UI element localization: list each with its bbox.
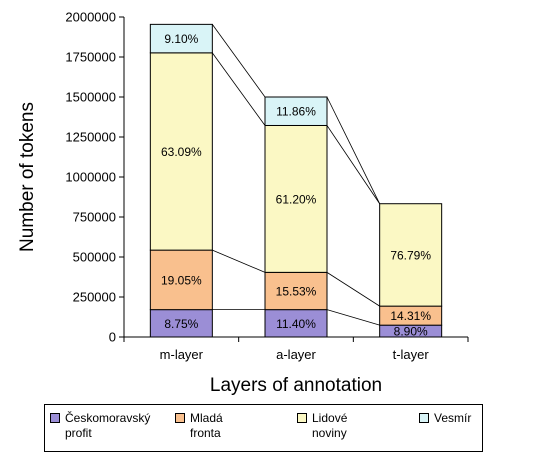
y-tick-label: 2000000: [65, 10, 116, 25]
connector-line: [212, 52, 266, 126]
y-tick-label: 1000000: [65, 170, 116, 185]
data-label: 11.86%: [276, 105, 316, 119]
data-label: 61.20%: [276, 192, 317, 206]
connector-line: [326, 96, 381, 204]
bar-segment: [149, 23, 213, 54]
connector-line: [326, 125, 380, 204]
connector-line: [212, 24, 266, 98]
data-label: 11.40%: [276, 317, 316, 331]
y-tick-label: 1500000: [65, 90, 116, 105]
bar-segment: [264, 96, 328, 126]
y-tick-label: 500000: [73, 250, 116, 265]
y-axis: 0 250000 500000 750000 1000000 1250000 1500000…: [65, 10, 125, 345]
y-tick-label: 1250000: [65, 130, 116, 145]
bar-segment: [379, 203, 443, 307]
data-label: 19.05%: [161, 273, 202, 287]
legend-swatch: [50, 413, 60, 423]
bar-segment: [264, 271, 328, 311]
data-label: 14.31%: [390, 309, 431, 323]
data-label: 8.75%: [164, 317, 198, 331]
y-tick-label: 250000: [73, 290, 116, 305]
bar-segment: [264, 309, 328, 338]
legend-swatch: [297, 413, 307, 423]
x-axis-title: Layers of annotation: [210, 375, 382, 396]
x-axis: m-layer a-layer t-layer: [123, 336, 469, 362]
y-tick-label: 750000: [73, 210, 116, 225]
legend-swatch: [175, 413, 185, 423]
x-tick-label: m-layer: [160, 347, 204, 362]
legend-label: Mladá fronta: [190, 411, 223, 440]
legend-label: Českomoravský profit: [65, 411, 151, 440]
bar-segment: [264, 124, 328, 273]
legend-swatch: [419, 413, 429, 423]
data-label: 8.90%: [394, 325, 428, 339]
legend-label: Lidové noviny: [312, 411, 348, 440]
series-connector-lines: [212, 24, 381, 326]
data-label: 15.53%: [276, 285, 317, 299]
data-label: 9.10%: [164, 32, 198, 46]
connector-line: [326, 309, 380, 326]
stacked-bar-chart: 0 250000 500000 750000 1000000 1250000 1500000…: [17, 10, 469, 396]
y-tick-label: 0: [109, 330, 116, 345]
connector-line: [326, 272, 380, 307]
connector-line: [212, 249, 266, 273]
bars: 8.75% 19.05% 63.09% 9.10% 11.40% 15.53% 61.20%…: [149, 23, 443, 339]
data-label: 63.09%: [161, 145, 202, 159]
y-tick-label: 1750000: [65, 50, 116, 65]
x-tick-label: a-layer: [276, 347, 316, 362]
y-axis-title: Number of tokens: [17, 102, 38, 252]
data-label: 76.79%: [390, 248, 431, 262]
legend: Českomoravský profit Mladá fronta Lidové…: [44, 404, 483, 452]
x-tick-label: t-layer: [393, 347, 430, 362]
legend-label: Vesmír: [434, 411, 472, 425]
